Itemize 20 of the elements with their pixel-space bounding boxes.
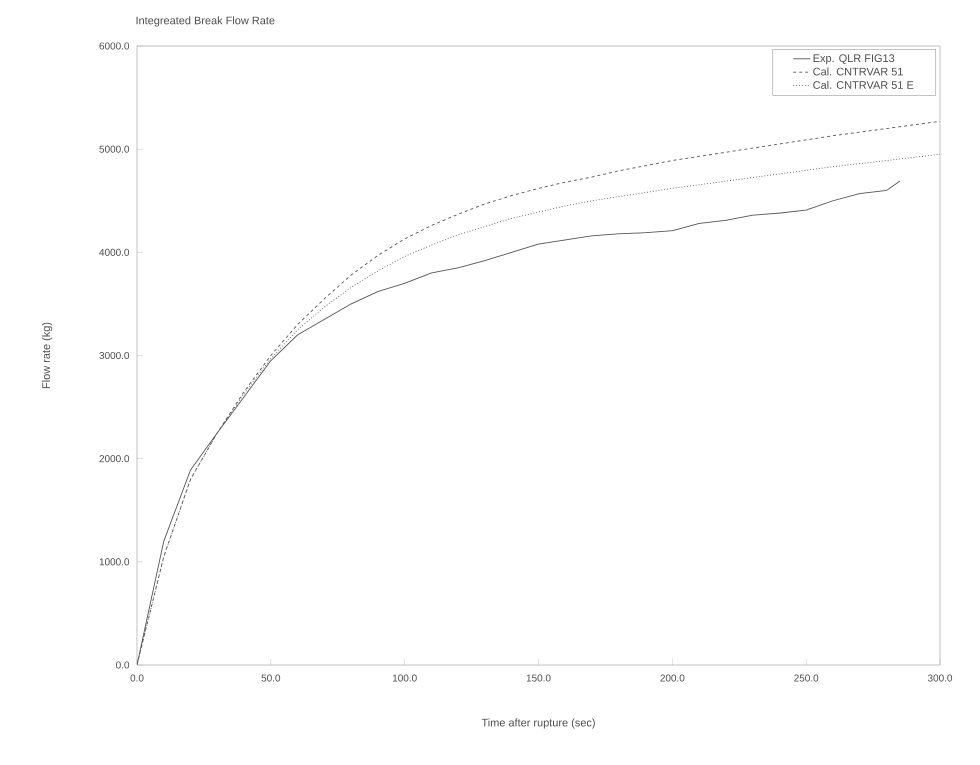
x-tick-label: 0.0 [130,674,144,682]
x-tick-label: 150.0 [526,674,551,682]
x-tick-label: 100.0 [392,674,417,682]
y-tick-label: 1000.0 [100,558,130,566]
y-tick-label: 0.0 [116,661,130,669]
x-tick-label: 200.0 [660,674,684,682]
x-tick-label: 250.0 [794,674,818,682]
legend-label: Cal. CNTRVAR 51 [813,67,903,76]
y-tick-label: 5000.0 [99,146,130,153]
y-tick-label: 4000.0 [99,248,130,256]
chart-title: Integreated Break Flow Rate [136,16,275,26]
x-tick-label: 300.0 [928,674,952,682]
x-tick-label: 50.0 [262,674,280,682]
y-tick-label: 2000.0 [100,455,130,462]
y-tick-label: 3000.0 [99,352,130,360]
y-axis-title: Flow rate (kg) [42,322,52,388]
y-tick-label: 6000.0 [100,42,130,50]
legend-label: Cal. CNTRVAR 51 E [813,80,914,89]
legend-label: Exp. QLR FIG13 [814,54,894,64]
x-axis-title: Time after rupture (sec) [482,718,595,729]
